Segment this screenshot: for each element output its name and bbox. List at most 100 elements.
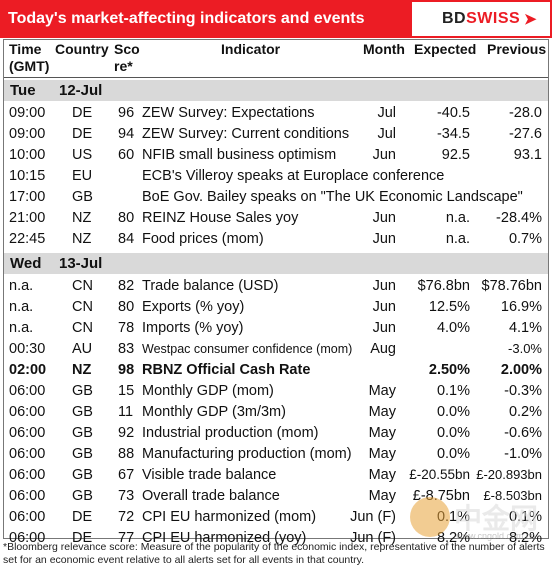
cell-expected: 12.5% xyxy=(428,299,470,315)
cell-previous: 2.00% xyxy=(500,362,542,378)
cell-previous: -1.0% xyxy=(504,446,542,462)
cell-score: 92 xyxy=(118,425,135,441)
cell-time: 21:00 xyxy=(9,210,46,226)
cell-time: 02:00 xyxy=(9,362,47,378)
cell-indicator: RBNZ Official Cash Rate xyxy=(142,362,311,378)
cell-country: GB xyxy=(72,383,93,399)
table-row: 06:00 GB 88 Manufacturing production (mom) M… xyxy=(4,444,548,465)
col-expected: Expected xyxy=(414,41,477,57)
table-frame xyxy=(3,39,549,539)
cell-indicator: CPI EU harmonized (yoy) xyxy=(142,530,307,546)
cell-previous: -27.6 xyxy=(508,126,542,142)
cell-month: Jul xyxy=(377,126,396,142)
cell-indicator: BoE Gov. Bailey speaks on "The UK Econom… xyxy=(142,189,523,205)
cell-score: 96 xyxy=(118,105,135,121)
cell-country: GB xyxy=(72,189,93,205)
cell-indicator: Imports (% yoy) xyxy=(142,320,244,336)
cell-previous: -3.0% xyxy=(508,341,542,356)
cell-expected: 0.0% xyxy=(436,425,470,441)
cell-month: Jun xyxy=(372,299,396,315)
cell-indicator: ZEW Survey: Current conditions xyxy=(142,126,350,142)
cell-month: Jun xyxy=(372,231,396,247)
table-row: n.a. CN 78 Imports (% yoy) Jun 4.0% 4.1% xyxy=(4,318,548,339)
cell-indicator: Visible trade balance xyxy=(142,467,277,483)
cell-month: Jun xyxy=(372,147,396,163)
watermark-sub: www.cngold.com.cn xyxy=(456,531,536,541)
cell-previous: 0.7% xyxy=(508,231,542,247)
cell-time: 06:00 xyxy=(9,467,46,483)
cell-time: n.a. xyxy=(9,299,34,315)
cell-country: DE xyxy=(72,126,93,142)
cell-time: 17:00 xyxy=(9,189,46,205)
cell-country: GB xyxy=(72,425,93,441)
cell-month: Aug xyxy=(370,341,396,357)
table-row: 02:00 NZ 98 RBNZ Official Cash Rate 2.50% 2.0… xyxy=(4,360,548,381)
cell-previous: £-8.503bn xyxy=(483,488,542,503)
cell-month: Jun xyxy=(372,278,396,294)
day-of-week: Wed xyxy=(10,255,42,272)
cell-expected: 4.0% xyxy=(436,320,470,336)
table-row: n.a. CN 82 Trade balance (USD) Jun $76.8bn $78… xyxy=(4,276,548,297)
cell-time: 06:00 xyxy=(9,488,46,504)
table-row: n.a. CN 80 Exports (% yoy) Jun 12.5% 16.9% xyxy=(4,297,548,318)
cell-country: GB xyxy=(72,446,93,462)
cell-time: 22:45 xyxy=(9,231,46,247)
cell-previous: -0.6% xyxy=(504,425,542,441)
cell-country: DE xyxy=(72,105,93,121)
cell-time: 06:00 xyxy=(9,446,46,462)
table-row: 22:45 NZ 84 Food prices (mom) Jun n.a. 0.7% xyxy=(4,229,548,250)
cell-previous: 8.2% xyxy=(508,530,542,546)
cell-time: 06:00 xyxy=(9,509,46,525)
cell-previous: -0.3% xyxy=(504,383,542,399)
cell-expected: 92.5 xyxy=(441,147,470,163)
cell-country: GB xyxy=(72,488,93,504)
table-row: 10:15 EU ECB's Villeroy speaks at Europlac… xyxy=(4,166,548,187)
cell-indicator: Industrial production (mom) xyxy=(142,425,319,441)
footnote: *Bloomberg relevance score: Measure of t… xyxy=(3,541,545,566)
cell-country: CN xyxy=(72,320,93,336)
cell-month: May xyxy=(368,404,396,420)
cell-month: May xyxy=(368,446,396,462)
cell-score: 80 xyxy=(118,299,135,315)
day-date: 13-Jul xyxy=(59,255,103,272)
cell-time: 06:00 xyxy=(9,404,46,420)
cell-country: GB xyxy=(72,404,93,420)
cell-month: Jun (F) xyxy=(350,530,396,546)
cell-country: CN xyxy=(72,278,93,294)
cell-time: 10:00 xyxy=(9,147,46,163)
col-time: Time (GMT) xyxy=(9,41,50,74)
table-row: 06:00 GB 15 Monthly GDP (mom) May 0.1% -0.3% xyxy=(4,381,548,402)
cell-score: 72 xyxy=(118,509,135,525)
cell-country: DE xyxy=(72,530,93,546)
cell-country: CN xyxy=(72,299,93,315)
cell-time: 06:00 xyxy=(9,425,46,441)
cell-score: 73 xyxy=(118,488,135,504)
cell-score: 94 xyxy=(118,126,135,142)
cell-country: NZ xyxy=(72,362,92,378)
cell-score: 78 xyxy=(118,320,135,336)
logo-text: BDSWISS xyxy=(442,10,521,27)
table-row: 21:00 NZ 80 REINZ House Sales yoy Jun n.a. -28… xyxy=(4,208,548,229)
table-row: 06:00 DE 77 CPI EU harmonized (yoy) Jun (F) 8… xyxy=(4,528,548,549)
col-score: Sco re* xyxy=(114,41,140,74)
table-row: 06:00 GB 11 Monthly GDP (3m/3m) May 0.0% 0.2% xyxy=(4,402,548,423)
cell-month: May xyxy=(368,488,396,504)
cell-indicator: ZEW Survey: Expectations xyxy=(142,105,315,121)
watermark-logo-icon xyxy=(410,497,450,537)
cell-expected: n.a. xyxy=(445,231,470,247)
table-row: 09:00 DE 96 ZEW Survey: Expectations Jul -40.… xyxy=(4,103,548,124)
cell-country: US xyxy=(72,147,93,163)
cell-expected: 0.1% xyxy=(436,383,470,399)
cell-score: 84 xyxy=(118,231,135,247)
cell-previous: 4.1% xyxy=(508,320,542,336)
day-of-week: Tue xyxy=(10,82,36,99)
cell-time: n.a. xyxy=(9,278,34,294)
cell-indicator: Trade balance (USD) xyxy=(142,278,279,294)
cell-previous: £-20.893bn xyxy=(476,467,542,482)
cell-previous: 93.1 xyxy=(513,147,542,163)
cell-indicator: Manufacturing production (mom) xyxy=(142,446,352,462)
cell-previous: $78.76bn xyxy=(481,278,542,294)
cell-previous: -28.4% xyxy=(496,210,542,226)
table-row: 10:00 US 60 NFIB small business optimism Jun… xyxy=(4,145,548,166)
cell-score: 82 xyxy=(118,278,135,294)
